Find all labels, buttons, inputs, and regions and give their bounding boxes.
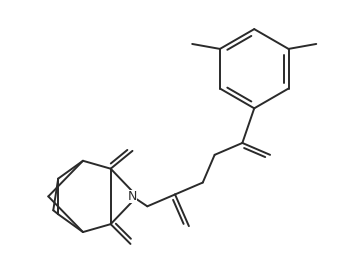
Text: N: N bbox=[128, 190, 137, 203]
